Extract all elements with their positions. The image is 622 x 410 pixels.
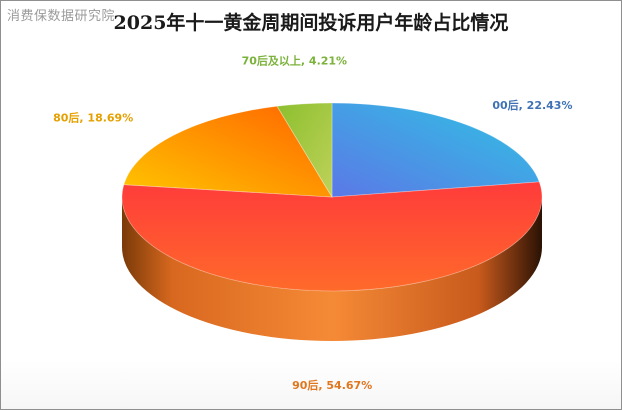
pie-slice-label-0: 00后, 22.43% [492,98,572,112]
pie-slice-label-2: 80后, 18.69% [53,110,133,124]
pie-slice-0[interactable] [331,102,540,198]
pie-side-wall [122,197,542,341]
pie-slice-label-3: 70后及以上, 4.21% [242,53,347,67]
pie-slice-3[interactable] [276,102,333,199]
pie-slice-label-1: 90后, 54.67% [292,378,372,392]
pie-slice-1[interactable] [121,181,543,292]
chart-title: 2025年十一黄金周期间投诉用户年龄占比情况 [113,12,509,34]
watermark: 消费保数据研究院 [7,9,116,24]
pie-slice-2[interactable] [123,105,333,198]
